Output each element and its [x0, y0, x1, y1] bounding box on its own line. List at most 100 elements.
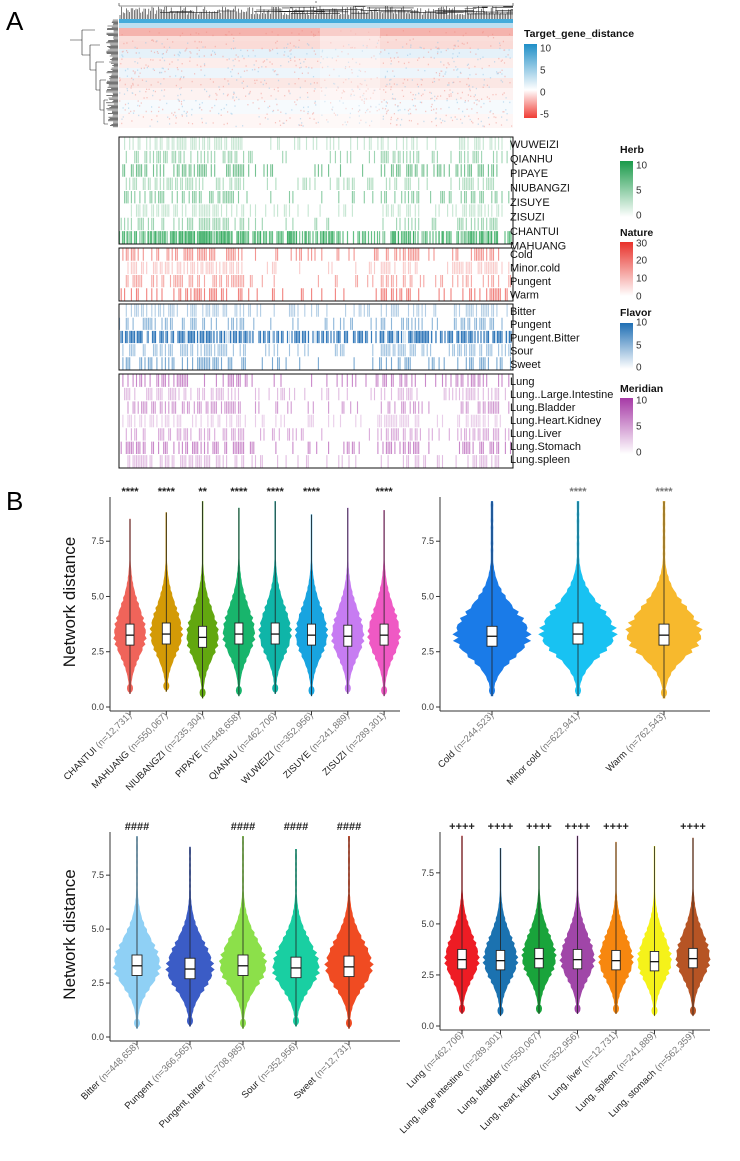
x-tick-count: (n=352,956) [256, 1040, 300, 1084]
heatmap-row-band [119, 49, 513, 58]
annotation-cells-flavor [122, 344, 512, 357]
annotation-cells-herb [124, 137, 512, 150]
target-gene-distance-legend: Target_gene_distance 10 5 0 -5 [524, 28, 634, 121]
legend-tick-label: 5 [636, 186, 642, 197]
y-tick-label: 0.0 [421, 1021, 434, 1031]
row-label: QIANHU [510, 154, 553, 166]
significance-label: **** [655, 486, 673, 498]
legend-colorbar [524, 44, 537, 118]
annotation-cells-meridian [127, 455, 500, 468]
x-tick-category: PIPAYE [173, 749, 204, 780]
x-tick-label: Sweet(n=12,731) [292, 1040, 353, 1101]
x-tick-category: Minor cold [505, 749, 544, 788]
row-label: PIPAYE [510, 168, 548, 180]
heatmap-row-band [119, 19, 513, 23]
x-tick-label: Sour(n=352,956) [240, 1040, 301, 1101]
row-label: ZISUYE [510, 197, 550, 209]
y-tick-label: 5.0 [421, 591, 434, 601]
y-tick-label: 7.5 [421, 536, 434, 546]
annotation-cells-meridian [125, 428, 510, 441]
annotation-cells-herb [125, 150, 508, 164]
annotation-strong-row [120, 330, 512, 344]
row-label: ZISUZI [510, 212, 545, 224]
x-tick-label: QIANHU(n=462,706) [207, 710, 279, 782]
violin-cold: Cold(n=244,523) [436, 501, 532, 770]
significance-label: #### [125, 821, 149, 833]
annotation-block-background [119, 304, 513, 370]
significance-label: #### [337, 821, 361, 833]
legend-colorbar [620, 161, 633, 217]
significance-label: **** [230, 486, 248, 498]
legend-tick-label: 20 [636, 256, 648, 267]
significance-label: #### [284, 821, 308, 833]
row-label: Warm [510, 290, 539, 302]
column-dendrogram [118, 1, 514, 19]
row-label: Lung.Bladder [510, 402, 576, 414]
legend-tick-label: 0 [636, 292, 642, 303]
annotation-block-background [119, 374, 513, 468]
annotation-cells-nature [120, 288, 508, 301]
row-label: Sweet [510, 359, 541, 371]
legend-tick-label: 5 [636, 341, 642, 352]
y-tick-label: 5.0 [421, 919, 434, 929]
legend-tick-label: 0 [636, 211, 642, 222]
annotation-block-border [118, 247, 514, 302]
x-tick-count: (n=462,706) [422, 1029, 466, 1073]
significance-label: ++++ [680, 821, 706, 833]
x-tick-count: (n=762,543) [624, 710, 668, 754]
row-dendrogram [70, 19, 118, 128]
x-tick-category: Warm [604, 749, 629, 774]
legend-title: Herb [620, 144, 644, 156]
significance-label: ++++ [603, 821, 629, 833]
row-label: Cold [510, 249, 533, 261]
y-tick-label: 7.5 [91, 536, 104, 546]
row-label: Lung.Stomach [510, 441, 581, 453]
heatmap-row-band [119, 23, 513, 28]
y-tick-label: 2.5 [91, 978, 104, 988]
legend-tick-label: 0 [636, 448, 642, 459]
y-tick-label: 5.0 [91, 591, 104, 601]
violin-bitter: #### Bitter(n=448,658) [79, 821, 162, 1102]
row-label: Lung [510, 376, 534, 388]
x-tick-category: ZISUZI [321, 749, 350, 778]
y-tick-label: 7.5 [421, 868, 434, 878]
x-tick-label: Warm(n=762,543) [604, 710, 668, 774]
violin-panel-2: 0.0 2.5 5.0 7.5 Cold(n=244,523) **** Minor col… [421, 486, 710, 788]
x-tick-category: Lung, large intestine [398, 1068, 466, 1136]
significance-label: ++++ [526, 821, 552, 833]
annotation-block-background [119, 137, 513, 244]
row-label: Pungent.Bitter [510, 332, 580, 344]
x-tick-label: WUWEIZI(n=352,956) [239, 710, 315, 786]
legend-colorbar [620, 242, 633, 296]
x-tick-label: CHANTUI(n=12,731) [62, 710, 134, 782]
x-tick-label: Cold(n=244,523) [436, 710, 496, 770]
annotation-cells-herb [120, 217, 498, 231]
legend-tick-label: 10 [636, 274, 648, 285]
legend-tick-label: 30 [636, 239, 648, 250]
legend-tick-label: 0 [636, 363, 642, 374]
heatmap-row-band [119, 28, 513, 36]
x-tick-category: Pungent [123, 1079, 156, 1112]
y-tick-label: 2.5 [91, 647, 104, 657]
y-axis-title: Network distance [60, 537, 79, 667]
legend-colorbar [620, 398, 633, 454]
violin-panels: 0.0 2.5 5.0 7.5 Network distance **** CHANTUI(… [60, 486, 711, 1136]
significance-label: **** [158, 486, 176, 498]
annotation-cells-flavor [125, 304, 508, 317]
x-tick-count: (n=708,985) [203, 1040, 247, 1084]
annotation-cells-nature [125, 275, 512, 288]
annotation-block-border [118, 303, 514, 371]
row-label: Lung..Large.Intestine [510, 389, 613, 401]
heatmap-row-band [119, 36, 513, 41]
legend-title: Meridian [620, 383, 663, 395]
x-tick-category: Lung, liver [547, 1064, 586, 1103]
legend-colorbar [620, 323, 633, 369]
significance-label: **** [121, 486, 139, 498]
violin-warm: **** Warm(n=762,543) [604, 486, 703, 774]
x-tick-label: Minor cold(n=622,941) [505, 710, 582, 787]
x-tick-category: Pungent, bitter [157, 1079, 208, 1130]
significance-label: ++++ [488, 821, 514, 833]
